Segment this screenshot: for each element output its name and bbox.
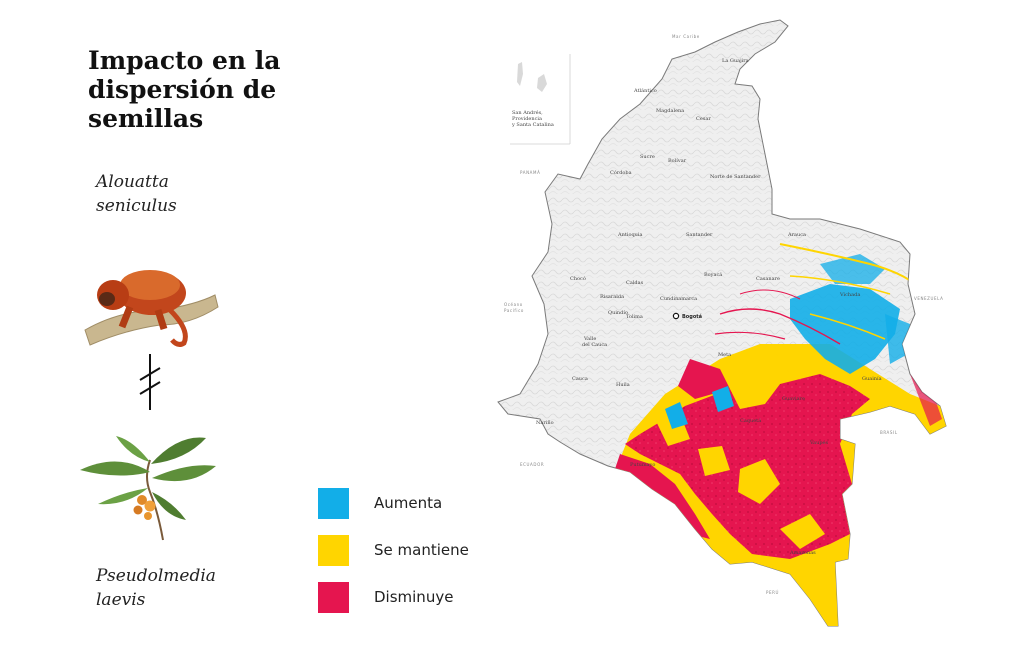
san-andres-inset: San Andrés, Providencia y Santa Catalina	[510, 54, 571, 145]
inset-label-line3: y Santa Catalina	[511, 122, 554, 128]
dept-arauca: Arauca	[787, 232, 806, 238]
dept-amazonas: Amazonas	[789, 550, 816, 556]
capital-marker: Bogotá	[672, 312, 702, 320]
dept-sucre: Sucre	[640, 154, 655, 160]
legend-label: Se mantiene	[374, 541, 469, 559]
dept-putumayo: Putumayo	[630, 462, 655, 468]
legend-swatch	[318, 488, 349, 519]
dept-cauca: Cauca	[572, 376, 588, 382]
sea-pacific-line1: Océano	[504, 302, 523, 307]
dept-vichada: Vichada	[839, 292, 860, 298]
legend-item-decrease: Disminuye	[318, 582, 518, 614]
dept-risaralda: Risaralda	[600, 294, 624, 300]
pseudolmedia-branch-illustration	[80, 436, 216, 541]
animal-species-name: Alouatta seniculus	[96, 172, 177, 216]
dept-valle-del-cauca-2: del Cauca	[582, 342, 607, 348]
inset-label-line2: Providencia	[512, 116, 542, 122]
dept-la-guajira: La Guajira	[722, 58, 749, 64]
dept-guaviare: Guaviare	[782, 396, 805, 402]
dept-boyaca: Boyacá	[704, 271, 722, 278]
dept-cordoba: Córdoba	[610, 169, 632, 176]
dept-bolivar: Bolívar	[668, 157, 687, 164]
capital-label: Bogotá	[682, 313, 702, 320]
dept-quindio: Quindío	[608, 309, 628, 316]
dept-caqueta: Caquetá	[740, 417, 761, 424]
plant-species-name: Pseudolmedia laevis	[96, 566, 216, 610]
dept-choco: Chocó	[570, 275, 586, 282]
dept-cundinamarca: Cundinamarca	[660, 296, 697, 302]
legend-item-stable: Se mantiene	[318, 535, 518, 567]
dept-norte-de-santander: Norte de Santander	[710, 174, 761, 180]
infographic-title: Impacto en la dispersión de semillas	[88, 46, 281, 133]
dept-atlantico: Atlántico	[633, 87, 657, 94]
colombia-impact-map: San Andrés, Providencia y Santa Catalina	[497, 19, 947, 627]
dept-cesar: Cesar	[696, 116, 711, 122]
dept-meta: Meta	[718, 352, 731, 358]
legend-label: Aumenta	[374, 494, 443, 512]
dept-tolima: Tolima	[626, 314, 643, 320]
dept-narino: Nariño	[536, 419, 554, 426]
legend-swatch	[318, 582, 349, 613]
sea-caribbean: Mar Caribe	[672, 34, 700, 39]
country-peru: PERÚ	[766, 590, 779, 595]
country-venezuela: VENEZUELA	[914, 296, 943, 301]
legend-swatch	[318, 535, 349, 566]
department-labels: La Guajira Atlántico Magdalena Cesar Suc…	[536, 58, 882, 556]
country-panama: PANAMÁ	[520, 170, 540, 175]
legend-item-increase: Aumenta	[318, 488, 518, 520]
dept-santander: Santander	[686, 232, 713, 238]
dept-valle-del-cauca: Valle	[583, 336, 596, 342]
dept-vaupes: Vaupés	[809, 439, 829, 446]
dept-casanare: Casanare	[756, 276, 780, 282]
legend-label: Disminuye	[374, 588, 454, 606]
dept-magdalena: Magdalena	[656, 108, 684, 114]
dept-guainia: Guainía	[862, 375, 882, 382]
interaction-break-icon	[139, 354, 161, 410]
dept-caldas: Caldas	[626, 280, 644, 286]
howler-monkey-illustration	[84, 270, 219, 347]
inset-label-line1: San Andrés,	[512, 109, 543, 116]
dept-antioquia: Antioquia	[617, 232, 642, 238]
dept-huila: Huila	[616, 382, 630, 388]
sea-pacific-line2: Pacífico	[504, 308, 524, 313]
country-brasil: BRASIL	[880, 430, 898, 435]
country-ecuador: ECUADOR	[520, 462, 544, 467]
